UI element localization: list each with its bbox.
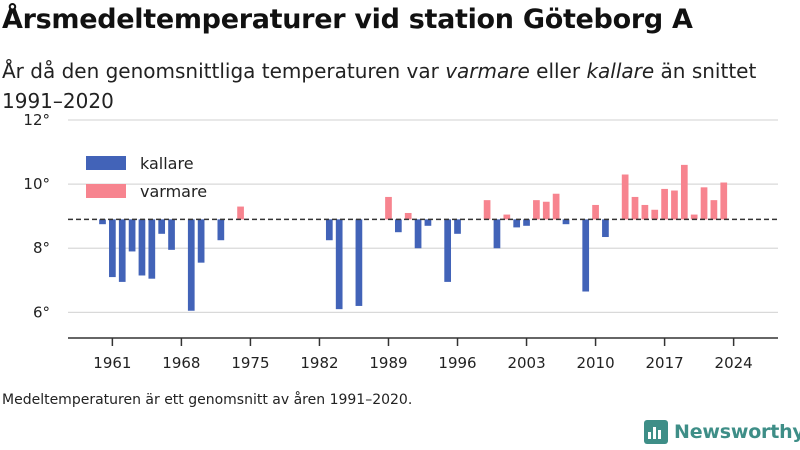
bar-1983 xyxy=(325,219,333,241)
x-tick-label: 2010 xyxy=(576,354,614,372)
bar-1970 xyxy=(197,219,205,263)
x-tick-label: 1996 xyxy=(438,354,476,372)
brand-name: Newsworthy xyxy=(674,421,800,443)
grid-lines xyxy=(68,119,778,313)
bar-1995 xyxy=(444,219,452,282)
y-tick-label: 10° xyxy=(23,175,50,193)
y-tick-label: 8° xyxy=(33,239,50,257)
bar-1960 xyxy=(99,219,106,225)
x-tick-label: 1961 xyxy=(93,354,131,372)
x-tick-label: 1968 xyxy=(162,354,200,372)
y-tick-label: 12° xyxy=(23,111,50,129)
y-tick-label: 6° xyxy=(33,303,50,321)
axes: 6° 8° 10° 12° 1961 1968 1975 1982 1989 1996 2003 20… xyxy=(23,111,778,372)
legend-swatch-kallare xyxy=(86,156,126,170)
x-tick-label: 2017 xyxy=(646,354,684,372)
bar-2021 xyxy=(700,187,708,220)
bar-2010 xyxy=(592,204,599,220)
bar-1974 xyxy=(237,206,244,220)
x-tick-label: 2003 xyxy=(507,354,545,372)
bar-2014 xyxy=(631,196,639,220)
subtitle-text-3: än snittet 1991–2020 xyxy=(2,59,757,113)
bar-2020 xyxy=(690,214,698,220)
bar-2023 xyxy=(720,182,728,220)
bar-1986 xyxy=(355,219,363,306)
footnote: Medeltemperaturen är ett genomsnitt av å… xyxy=(2,392,413,408)
brand[interactable]: Newsworthy xyxy=(644,420,800,444)
bar-1962 xyxy=(118,219,126,282)
bar-2005 xyxy=(542,201,550,220)
x-tick-label: 1982 xyxy=(300,354,338,372)
legend-swatch-varmare xyxy=(86,184,126,198)
chart-title: Årsmedeltemperaturer vid station Götebor… xyxy=(2,4,693,35)
bar-1991 xyxy=(404,212,412,220)
bar-1964 xyxy=(138,219,146,276)
bar-1961 xyxy=(109,219,116,278)
chart-subtitle: År då den genomsnittliga temperaturen va… xyxy=(2,56,792,116)
legend-label-varmare: varmare xyxy=(140,182,207,201)
bar-2019 xyxy=(680,164,688,220)
bar-1993 xyxy=(424,219,432,226)
bar-2003 xyxy=(523,219,530,226)
bar-1965 xyxy=(148,219,156,279)
bar-1972 xyxy=(217,219,225,241)
newsworthy-logo-icon xyxy=(644,420,668,444)
bar-2011 xyxy=(602,219,609,238)
bar-2016 xyxy=(651,209,659,220)
legend-label-kallare: kallare xyxy=(140,154,194,173)
bar-2018 xyxy=(671,190,678,220)
x-tick-label: 2024 xyxy=(715,354,753,372)
bar-2007 xyxy=(562,219,570,225)
legend: kallare varmare xyxy=(86,154,207,201)
x-tick-label: 1989 xyxy=(369,354,407,372)
subtitle-text-2: eller xyxy=(529,59,587,83)
bar-1966 xyxy=(158,219,166,234)
subtitle-text-1: År då den genomsnittliga temperaturen va… xyxy=(2,59,446,83)
bar-2017 xyxy=(661,188,668,220)
bar-1992 xyxy=(414,219,422,249)
bar-2013 xyxy=(621,174,629,220)
bar-2001 xyxy=(503,214,511,220)
bar-2009 xyxy=(582,219,590,292)
bar-1969 xyxy=(187,219,195,311)
bar-1999 xyxy=(483,200,491,220)
bar-2002 xyxy=(513,219,521,228)
bar-2022 xyxy=(710,200,718,220)
bar-1984 xyxy=(335,219,343,310)
bar-1967 xyxy=(168,219,175,250)
bar-2015 xyxy=(641,204,649,220)
bar-2006 xyxy=(552,193,560,220)
bar-1996 xyxy=(454,219,461,234)
bar-2000 xyxy=(493,219,501,249)
bars xyxy=(99,164,728,311)
subtitle-cold: kallare xyxy=(586,59,655,83)
bar-1963 xyxy=(128,219,136,252)
bar-2004 xyxy=(533,200,540,220)
bar-1990 xyxy=(394,219,402,233)
bar-1989 xyxy=(385,196,392,220)
x-tick-label: 1975 xyxy=(231,354,269,372)
subtitle-warm: varmare xyxy=(445,59,530,83)
